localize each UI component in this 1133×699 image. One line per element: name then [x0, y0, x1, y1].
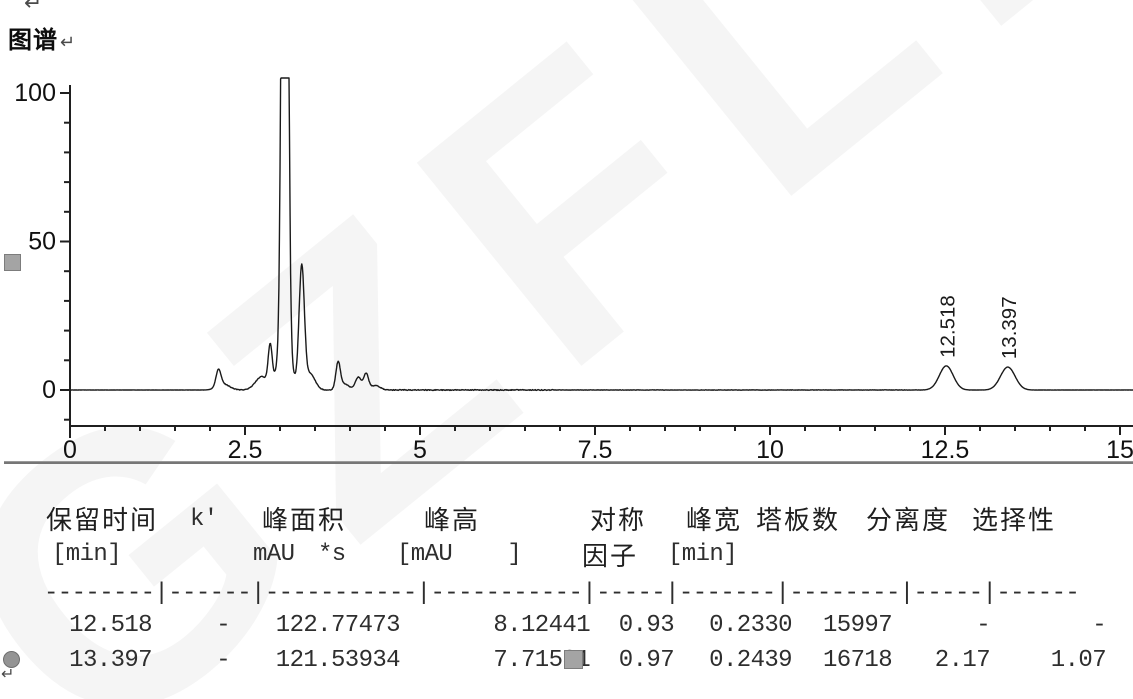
table-cell: 16718 [822, 647, 893, 674]
horizontal-rule [4, 461, 1133, 464]
x-tick-label: 15 [1106, 436, 1133, 464]
table-separator-line: --------|------|-----------|-----------|… [44, 580, 1080, 607]
table-header: 分离度 [866, 505, 951, 535]
table-header: 峰高 [424, 505, 481, 535]
table-cell: - [216, 612, 230, 639]
table-cell: 8.12441 [493, 612, 590, 639]
table-cell: - [216, 647, 230, 674]
y-tick-label: 0 [42, 376, 56, 404]
table-cell: 0.2330 [709, 612, 792, 639]
x-tick-label: 7.5 [578, 436, 613, 464]
x-tick-label: 10 [756, 436, 784, 464]
table-header: 峰宽 [686, 505, 743, 535]
table-header: 塔板数 [756, 505, 841, 535]
table-unit-header: [min] [52, 541, 122, 568]
x-tick-label: 2.5 [228, 436, 263, 464]
table-cell: - [1092, 612, 1106, 639]
chromatogram-trace [69, 77, 1133, 392]
peak-retention-label: 13.397 [998, 296, 1021, 359]
page-title-row: 图谱 ↵ [8, 20, 76, 55]
x-tick-label: 12.5 [921, 436, 970, 464]
table-unit-header: 因子 [582, 541, 639, 571]
table-header: k' [190, 506, 218, 533]
table-cell: 12.518 [69, 612, 152, 639]
peak-retention-label: 12.518 [936, 295, 959, 358]
paragraph-mark-heading: ↵ [60, 32, 77, 52]
table-cell: 15997 [822, 612, 893, 639]
table-cell: - [976, 612, 990, 639]
table-header: 保留时间 [46, 505, 159, 535]
table-cell: 0.93 [618, 612, 675, 639]
paragraph-mark-top: ↵ [24, 0, 43, 15]
table-cell: 1.07 [1050, 647, 1107, 674]
y-tick-label: 100 [14, 79, 56, 107]
table-unit-header: [mAU ] [397, 541, 522, 568]
paragraph-mark-bottom: ↵ [1, 666, 15, 683]
table-cell: 121.53934 [275, 647, 401, 674]
table-header: 对称 [590, 505, 647, 535]
table-unit-header: [min] [668, 541, 738, 568]
table-header: 选择性 [972, 505, 1057, 535]
table-cell: 122.77473 [275, 612, 401, 639]
chromatogram-image[interactable]: 0 50 100 0 2.5 5 7.5 10 12.5 15 12.518 13.397 [0, 0, 1133, 478]
table-cell: 13.397 [69, 647, 152, 674]
table-unit-header: *s [318, 541, 346, 568]
image-resize-handle-left[interactable] [4, 254, 21, 271]
x-tick-label: 5 [413, 436, 427, 464]
image-resize-handle-bottom[interactable] [564, 650, 583, 669]
table-header: 峰面积 [262, 505, 347, 535]
page-title: 图谱 [8, 27, 58, 54]
y-axis: 0 50 100 [14, 79, 71, 438]
table-cell: 2.17 [934, 647, 991, 674]
y-tick-label: 50 [28, 228, 56, 256]
table-cell: 0.2439 [709, 647, 792, 674]
table-unit-header: mAU [253, 541, 295, 568]
image-anchor-handle[interactable] [3, 651, 20, 668]
x-tick-label: 0 [63, 436, 77, 464]
table-cell: 0.97 [618, 647, 675, 674]
x-axis: 0 2.5 5 7.5 10 12.5 15 [63, 425, 1133, 464]
